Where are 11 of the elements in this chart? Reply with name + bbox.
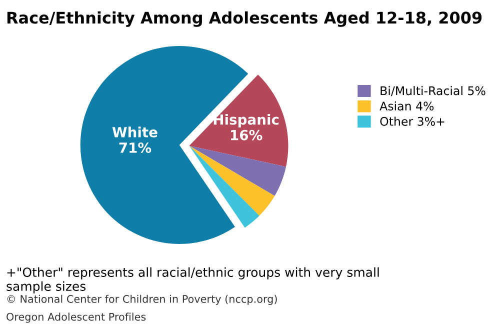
text: Oregon Adolescent Profiles [6,312,146,323]
slice-label: Hispanic [214,114,279,128]
slice-label: White [112,126,158,138]
data-label: 71% [119,142,152,153]
legend-label: Other 3%+ [380,116,444,126]
data-label: 16% [231,130,262,140]
text: © National Center for Children in Poverty (nccp.org) [7,294,277,305]
legend-label: Asian 4% [380,101,434,111]
text: +"Other" represents all racial/ethnic groups with very small sample sizes [6,267,379,294]
legend-label: Bi/Multi-Racial 5% [380,86,486,96]
chart-title: Race/Ethnicity Among Adolescents Aged 12-18, 2009 [7,11,482,27]
